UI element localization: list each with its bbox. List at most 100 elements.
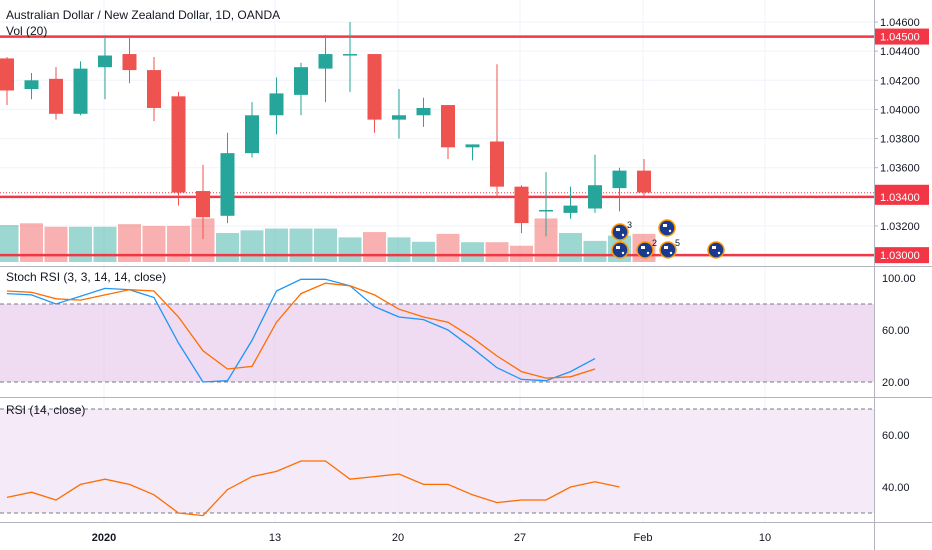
price-label-text: 1.03400 <box>880 192 920 204</box>
candle-body <box>514 186 529 224</box>
volume-bar <box>485 242 509 262</box>
candle-body <box>73 68 88 114</box>
time-axis-label: 27 <box>514 532 526 544</box>
volume-label: Vol (20) <box>6 24 48 38</box>
candle-body <box>490 141 504 187</box>
volume-bar <box>191 218 215 262</box>
flag-icon-detail <box>616 228 620 231</box>
flag-icon-detail <box>663 224 667 227</box>
volume-bar <box>412 241 435 262</box>
candle-body <box>539 209 553 212</box>
chart-title: Australian Dollar / New Zealand Dollar, … <box>6 8 281 22</box>
candle-body <box>220 153 235 216</box>
rsi-line <box>6 460 620 517</box>
volume-bar <box>240 230 264 262</box>
price-tick-label: 1.04600 <box>880 17 920 29</box>
price-tick-label: 1.03200 <box>880 221 920 233</box>
volume-bar <box>363 232 386 262</box>
flag-icon-detail <box>712 246 716 249</box>
flag-icon <box>611 223 629 241</box>
rsi-axis-label: 60.00 <box>882 430 910 442</box>
candle-body <box>269 93 284 116</box>
stoch-axis-label: 60.00 <box>882 325 910 337</box>
flag-icon <box>658 219 676 237</box>
candle-body <box>416 107 431 116</box>
candle-body <box>343 54 357 56</box>
volume-bar <box>142 225 166 262</box>
price-label-text: 1.03000 <box>880 250 920 262</box>
event-count: 2 <box>652 238 657 248</box>
flag-icon-star <box>669 251 673 255</box>
price-label-box <box>875 247 929 264</box>
candle-body <box>588 185 602 209</box>
volume-bar <box>436 233 460 262</box>
volume-bar <box>461 242 484 262</box>
volume-bar <box>559 232 582 262</box>
flag-icon-star <box>717 251 721 255</box>
flag-icon-detail <box>616 246 620 249</box>
price-tick-label: 1.03600 <box>880 163 920 175</box>
flag-icon <box>636 241 654 259</box>
flag-icon-star <box>668 229 672 233</box>
candle-body <box>98 55 112 68</box>
time-axis-label: 10 <box>759 532 771 544</box>
flag-icon-star <box>621 251 625 255</box>
flag-icon <box>659 241 677 259</box>
candle-body <box>147 70 161 108</box>
volume-bar <box>216 232 239 262</box>
candle-body <box>122 54 137 71</box>
stoch-band <box>0 304 874 382</box>
candle-body <box>367 54 382 120</box>
candle-body <box>392 115 406 120</box>
volume-bar <box>167 225 190 262</box>
rsi-title: RSI (14, close) <box>6 403 86 417</box>
volume-bar <box>338 237 362 262</box>
stoch-axis-label: 100.00 <box>882 273 916 285</box>
price-tick-label: 1.04200 <box>880 75 920 87</box>
volume-bar <box>44 226 68 262</box>
candle-body <box>24 80 39 90</box>
volume-bar <box>534 218 558 262</box>
candle-body <box>245 115 259 154</box>
candle-body <box>612 170 627 189</box>
event-count: 3 <box>627 220 632 230</box>
stoch-rsi-title: Stoch RSI (3, 3, 14, 14, close) <box>6 270 167 284</box>
flag-icon-detail <box>664 246 668 249</box>
candle-body <box>318 54 333 69</box>
volume-bar <box>583 240 607 262</box>
candle-body <box>49 78 63 114</box>
volume-bar <box>289 228 313 262</box>
candle-body <box>465 144 480 148</box>
rsi-band <box>0 409 874 513</box>
flag-icon-star <box>621 233 625 237</box>
stoch-axis-label: 20.00 <box>882 377 910 389</box>
time-axis-label: 20 <box>392 532 404 544</box>
event-count: 5 <box>675 238 680 248</box>
volume-bar <box>265 228 288 262</box>
flag-icon <box>707 241 725 259</box>
flag-icon-detail <box>641 246 645 249</box>
price-tick-label: 1.04000 <box>880 104 920 116</box>
stoch-k-line <box>6 278 596 383</box>
volume-bar <box>118 224 141 262</box>
candle-body <box>637 170 651 193</box>
candle-body <box>196 191 210 218</box>
volume-bar <box>69 226 92 262</box>
time-axis-label: Feb <box>634 532 653 544</box>
price-label-box <box>875 188 929 205</box>
volume-bar <box>510 245 533 262</box>
volume-bar <box>20 223 43 262</box>
volume-bar <box>314 228 337 262</box>
candle-body <box>294 67 308 95</box>
rsi-axis-label: 40.00 <box>882 482 910 494</box>
time-axis-label: 2020 <box>92 532 116 544</box>
volume-bar <box>0 225 19 262</box>
candle-body <box>0 58 14 91</box>
candle-body <box>563 205 578 213</box>
price-tick-label: 1.04400 <box>880 46 920 58</box>
price-label-box <box>875 28 929 45</box>
time-axis-label: 13 <box>269 532 281 544</box>
stoch-d-line <box>6 282 596 379</box>
price-label-text: 1.04500 <box>880 32 920 44</box>
